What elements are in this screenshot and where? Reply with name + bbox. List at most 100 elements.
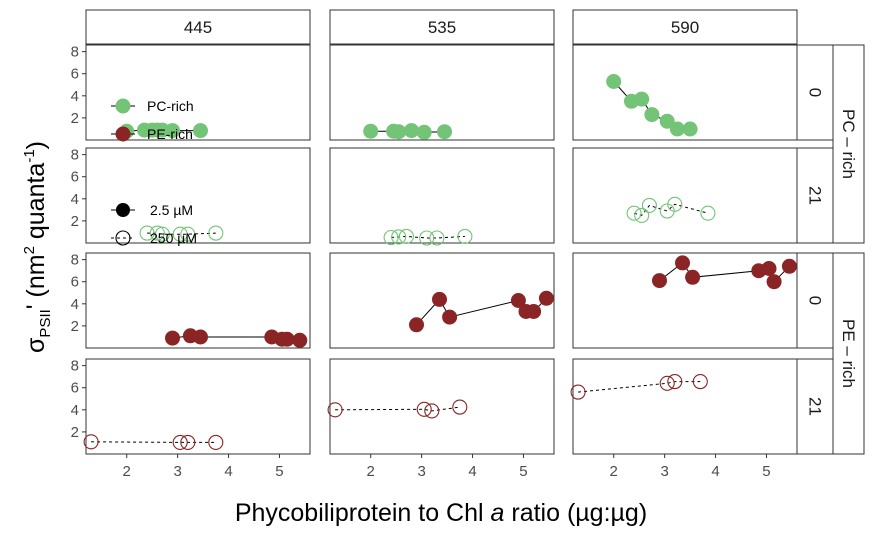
x-axis-title-italic: a	[491, 499, 505, 527]
legend-item-light: 250 µM	[111, 230, 197, 246]
legend: PC-rich PE-rich 2.5 µM 250 µM	[111, 98, 197, 246]
legend-swatch	[115, 98, 131, 114]
series-panel-3-0	[83, 434, 224, 450]
data-point	[208, 225, 224, 241]
y-axis-title-mid: quanta	[22, 163, 50, 247]
row-strip-label: 0	[806, 88, 825, 97]
y-tick-label: 4	[71, 88, 79, 105]
data-point	[416, 124, 432, 140]
x-tick-label: 5	[519, 463, 527, 480]
data-point	[416, 401, 432, 417]
data-point	[409, 317, 424, 333]
panel-3-0	[85, 358, 311, 455]
data-point	[292, 332, 308, 348]
data-point	[626, 205, 642, 221]
y-tick-label: 6	[71, 274, 79, 291]
data-point	[682, 121, 698, 137]
y-tick-label: 8	[71, 358, 79, 375]
y-tick-label: 8	[71, 44, 79, 61]
y-tick-label: 4	[71, 402, 79, 419]
data-point	[669, 121, 685, 137]
panel-1-1	[329, 147, 555, 244]
data-point	[675, 255, 690, 271]
data-point	[149, 225, 165, 241]
data-point	[606, 74, 622, 89]
x-axis-title: Phycobiliprotein to Chl a ratio (µg:µg)	[235, 499, 647, 527]
data-point	[279, 331, 295, 347]
data-point	[419, 230, 435, 246]
y-axis-title-sigma: σ	[22, 337, 50, 353]
data-point	[634, 91, 650, 107]
data-point	[442, 309, 458, 325]
panel-3-1	[329, 358, 555, 455]
panel-0-2	[572, 44, 798, 141]
data-point	[404, 123, 419, 139]
data-point	[437, 124, 452, 140]
data-point	[452, 399, 468, 415]
column-strip-label: 590	[671, 18, 699, 37]
group-strip	[832, 252, 865, 455]
x-tick-label: 3	[173, 463, 181, 480]
data-point	[538, 290, 554, 306]
y-axis-title-sub: PSII	[37, 309, 54, 337]
data-point	[383, 229, 399, 246]
series-panel-1-0	[139, 225, 224, 242]
data-point	[424, 403, 440, 419]
legend-item-culture: PE-rich	[111, 126, 193, 142]
series-line	[91, 441, 216, 443]
group-strip	[832, 44, 865, 244]
data-point	[429, 230, 445, 246]
panel-0-1	[329, 44, 555, 141]
data-point	[644, 107, 660, 123]
y-axis-title-close: )	[22, 141, 50, 149]
x-tick-label: 2	[367, 463, 375, 480]
y-tick-label: 2	[71, 110, 79, 127]
y-tick-label: 4	[71, 296, 79, 313]
data-point	[766, 274, 782, 290]
data-point	[327, 402, 343, 418]
series-panel-2-2	[652, 255, 797, 290]
data-point	[659, 375, 675, 391]
y-axis-title-sup2: 2	[21, 246, 38, 254]
group-strip-label: PC – rich	[839, 109, 858, 179]
x-axis-title-post: ratio (µg:µg)	[504, 499, 647, 527]
row-strip	[796, 44, 834, 141]
data-point	[172, 226, 188, 242]
y-tick-label: 2	[71, 424, 79, 441]
data-point	[398, 228, 414, 244]
x-tick-label: 5	[762, 463, 770, 480]
data-point	[432, 291, 447, 307]
legend-swatch	[115, 126, 131, 142]
legend-item-culture: PC-rich	[111, 98, 194, 114]
x-tick-label: 5	[275, 463, 283, 480]
strips-layer: 445 535 590 0 21 0 21 PC – rich PE – rich	[85, 9, 865, 455]
data-point	[667, 196, 683, 212]
y-tick-label: 6	[71, 380, 79, 397]
x-tick-label: 4	[224, 463, 232, 480]
legend-label: 250 µM	[150, 230, 197, 246]
legend-item-light: 2.5 µM	[111, 202, 193, 218]
data-point	[457, 228, 473, 244]
series-line	[578, 381, 701, 393]
row-strip-label: 0	[806, 296, 825, 305]
data-point	[685, 269, 701, 285]
series-panel-1-2	[626, 196, 716, 223]
y-axis-title: σPSII' (nm2 quanta-1)	[21, 141, 54, 353]
data-point	[391, 229, 407, 245]
series-line	[335, 406, 460, 412]
series-panel-2-1	[409, 290, 554, 333]
data-point	[700, 205, 716, 221]
panel-1-0	[85, 147, 311, 244]
data-point	[165, 330, 180, 346]
y-tick-label: 6	[71, 66, 79, 83]
row-strip	[796, 358, 834, 455]
series-panel-1-1	[383, 228, 473, 246]
y-tick-label: 4	[71, 191, 79, 208]
y-tick-label: 6	[71, 169, 79, 186]
data-point	[172, 434, 188, 450]
y-axis-title-prime: ' (nm	[22, 254, 50, 309]
series-panel-0-2	[606, 74, 698, 137]
x-tick-label: 2	[610, 463, 618, 480]
data-point	[659, 113, 675, 129]
data-point	[634, 207, 650, 223]
